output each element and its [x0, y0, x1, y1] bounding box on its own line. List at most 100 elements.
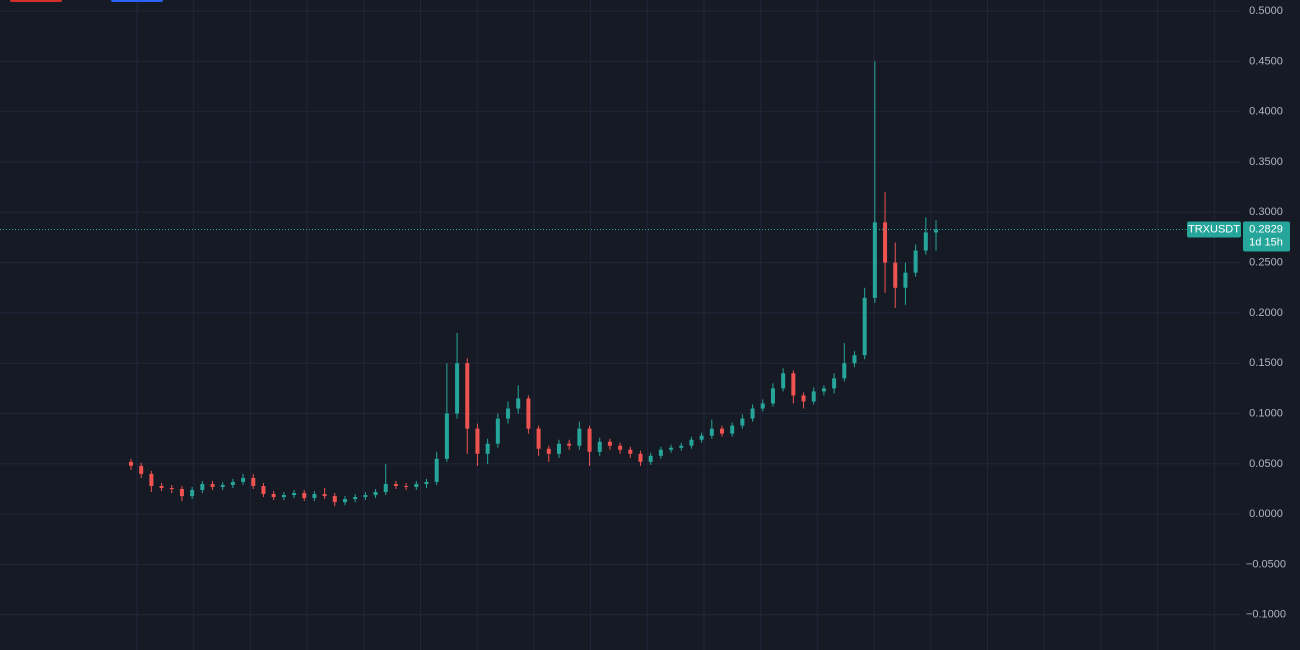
candle-body	[791, 373, 796, 396]
candle-body	[648, 455, 653, 462]
y-tick-label: 0.2000	[1249, 307, 1283, 319]
candle-body	[342, 499, 347, 503]
candle-body	[200, 483, 205, 491]
candle-body	[506, 408, 511, 419]
candle-body	[475, 428, 480, 454]
candle-body	[465, 363, 470, 429]
candle-body	[322, 494, 327, 497]
candle-body	[363, 495, 368, 498]
candle-body	[169, 488, 174, 490]
candle-body	[129, 461, 133, 466]
candle-body	[852, 355, 857, 364]
y-tick-label: −0.1000	[1246, 609, 1286, 621]
candle-body	[383, 483, 388, 493]
candle-body	[577, 428, 582, 446]
candle-body	[404, 485, 409, 487]
countdown-label: 1d 15h	[1249, 236, 1283, 248]
candle-body	[821, 388, 826, 392]
candle-body	[750, 408, 755, 419]
candle-body	[292, 493, 297, 496]
y-tick-label: 0.4000	[1249, 106, 1283, 118]
y-tick-label: 0.0500	[1249, 458, 1283, 470]
candle-body	[607, 441, 612, 446]
y-tick-label: 0.1000	[1249, 407, 1283, 419]
candle-body	[587, 428, 592, 452]
candle-body	[495, 418, 500, 444]
candle-body	[556, 443, 561, 454]
candle-body	[842, 363, 847, 379]
candle-body	[618, 445, 623, 450]
last-price-label: 0.2829	[1249, 223, 1283, 235]
candle-body	[373, 492, 378, 496]
candle-body	[567, 443, 572, 446]
candle-body	[526, 398, 531, 429]
price-tag	[1243, 221, 1290, 252]
candle-body	[424, 481, 429, 484]
candle-body	[872, 222, 877, 298]
candle-body	[730, 425, 735, 434]
candle-body	[414, 483, 419, 487]
candle-body	[485, 443, 490, 454]
candle-body	[669, 447, 674, 450]
candle-body	[801, 395, 806, 402]
candle-body	[658, 449, 663, 456]
candle-body	[699, 435, 704, 440]
candle-body	[832, 378, 837, 389]
candle-body	[811, 391, 816, 402]
symbol-tag	[1187, 221, 1241, 238]
candle-body	[597, 441, 602, 452]
candle-body	[455, 363, 460, 414]
candle-body	[159, 485, 164, 489]
candle-body	[893, 262, 898, 288]
candle-body	[302, 493, 307, 499]
candle-body	[536, 428, 541, 449]
candle-body	[220, 484, 225, 487]
candle-body	[709, 428, 714, 436]
candle-body	[913, 250, 918, 273]
candle-body	[251, 477, 256, 486]
candle-body	[923, 232, 928, 251]
candle-body	[628, 449, 633, 454]
candle-body	[903, 272, 908, 288]
candle-body	[353, 497, 358, 500]
candle-body	[546, 448, 551, 454]
y-tick-label: 0.1500	[1249, 357, 1283, 369]
y-tick-label: 0.0000	[1249, 508, 1283, 520]
candle-body	[149, 473, 154, 486]
candle-body	[781, 373, 786, 389]
toolbar-button[interactable]	[111, 0, 163, 2]
y-tick-label: 0.3500	[1249, 156, 1283, 168]
candle-body	[444, 413, 449, 459]
candle-body	[720, 428, 725, 434]
toolbar-button[interactable]	[10, 0, 62, 2]
y-tick-label: 0.2500	[1249, 257, 1283, 269]
candle-body	[393, 483, 398, 486]
symbol-label: TRXUSDT	[1188, 223, 1240, 235]
candle-body	[312, 494, 317, 499]
candle-body	[434, 458, 439, 482]
candle-body	[271, 494, 276, 498]
y-tick-label: −0.0500	[1246, 558, 1286, 570]
candle-body	[883, 222, 888, 263]
candle-body	[689, 439, 694, 446]
y-tick-label: 0.5000	[1249, 5, 1283, 17]
candle-body	[241, 477, 246, 482]
candle-body	[332, 496, 337, 503]
time-grid	[136, 0, 1215, 650]
candle-body	[679, 445, 684, 448]
candle-body	[281, 495, 286, 498]
candle-body	[760, 403, 765, 409]
candle-body	[770, 388, 775, 404]
candle-body	[230, 481, 235, 485]
candle-body	[862, 297, 867, 356]
y-tick-label: 0.3000	[1249, 206, 1283, 218]
candle-body	[210, 483, 215, 487]
y-tick-label: 0.4500	[1249, 55, 1283, 67]
candle-body	[179, 489, 184, 497]
candle-body	[139, 465, 144, 474]
candle-body	[261, 485, 266, 495]
candle-body	[516, 398, 521, 409]
